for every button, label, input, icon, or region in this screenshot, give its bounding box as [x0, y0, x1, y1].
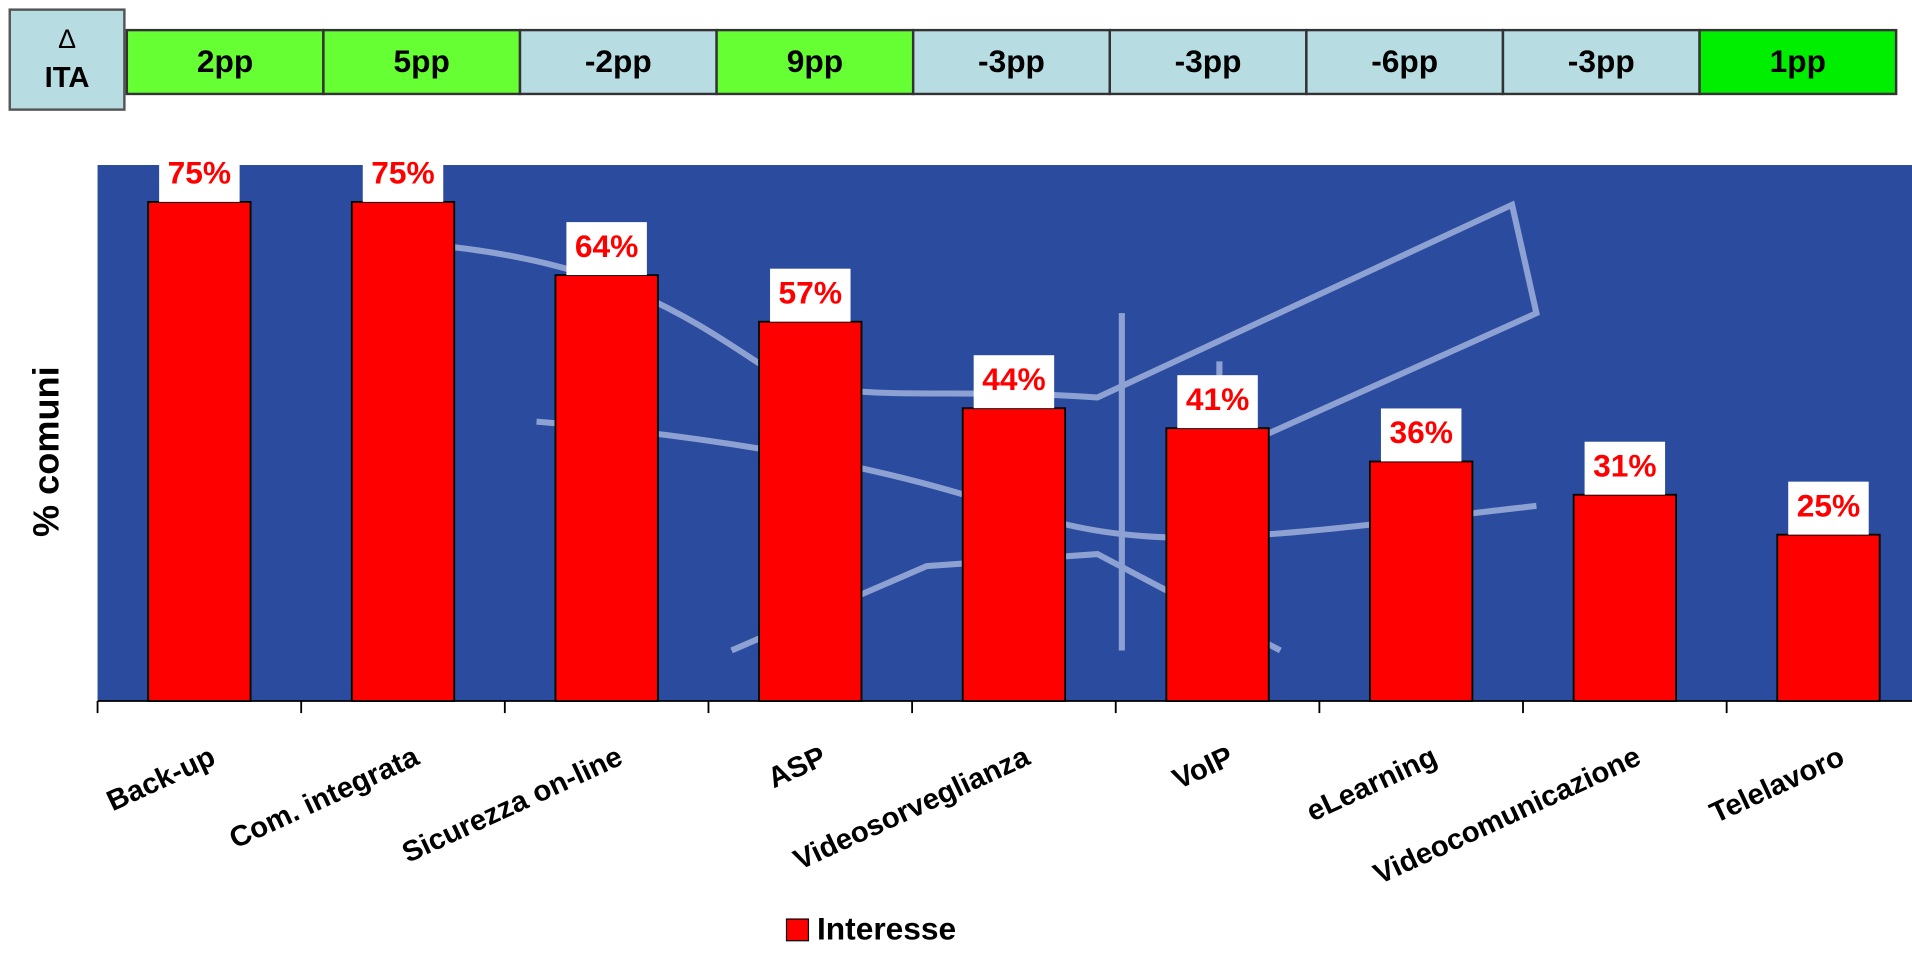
delta-header: ITA — [45, 62, 90, 94]
delta-cell — [715, 28, 915, 96]
delta-label: -3pp — [978, 43, 1045, 79]
delta-cell — [1108, 28, 1308, 96]
delta-header-box — [8, 8, 126, 111]
delta-cell — [1501, 28, 1701, 96]
value-label-box — [1788, 481, 1869, 535]
bar — [1369, 460, 1474, 702]
delta-label: -2pp — [585, 43, 652, 79]
value-label: 44% — [982, 361, 1045, 397]
value-label-box — [362, 165, 444, 202]
bar — [1165, 427, 1270, 702]
value-label: 64% — [575, 228, 638, 264]
delta-cell — [322, 28, 522, 96]
bar — [961, 407, 1067, 702]
bar — [1776, 533, 1881, 702]
delta-label: -3pp — [1175, 43, 1242, 79]
x-tick-label: Back-up — [102, 741, 220, 818]
x-tick-label: Telelavoro — [1705, 741, 1849, 830]
delta-cell — [518, 28, 718, 96]
value-label: 75% — [371, 155, 434, 191]
delta-label: -3pp — [1568, 43, 1635, 79]
x-tick-label: eLearning — [1302, 741, 1442, 828]
value-label-box — [1177, 375, 1258, 429]
value-label-box — [1584, 441, 1666, 495]
delta-cell — [125, 28, 325, 96]
bar — [758, 320, 863, 702]
delta-label: 2pp — [197, 43, 253, 79]
bar — [1572, 493, 1677, 702]
value-label-box — [1380, 408, 1462, 462]
bar — [350, 201, 456, 702]
delta-label: -6pp — [1371, 43, 1438, 79]
delta-cell — [1698, 28, 1898, 96]
delta-symbol: Δ — [58, 24, 76, 54]
delta-label: 1pp — [1770, 43, 1826, 79]
value-label: 57% — [779, 275, 842, 311]
value-label-box — [159, 165, 240, 202]
value-label: 41% — [1186, 381, 1249, 417]
value-label-box — [566, 222, 647, 276]
y-axis-label: % comuni — [25, 366, 66, 537]
value-label: 25% — [1797, 488, 1860, 524]
delta-label: 9pp — [787, 43, 843, 79]
legend-swatch — [785, 918, 810, 942]
x-tick-label: ASP — [763, 741, 831, 795]
value-label: 31% — [1593, 448, 1656, 484]
x-tick-label: Sicurezza on-line — [397, 741, 627, 870]
delta-cell — [1305, 28, 1505, 96]
bar — [554, 274, 659, 702]
value-label-box — [973, 355, 1055, 409]
delta-label: 5pp — [394, 43, 450, 79]
x-tick-label: VoIP — [1168, 741, 1239, 796]
value-label: 36% — [1389, 414, 1452, 450]
bar — [147, 201, 252, 702]
legend-label: Interesse — [817, 911, 956, 947]
value-label-box — [770, 268, 851, 322]
delta-cell — [911, 28, 1111, 96]
x-tick-label: Com. integrata — [225, 740, 425, 855]
value-label: 75% — [168, 155, 231, 191]
